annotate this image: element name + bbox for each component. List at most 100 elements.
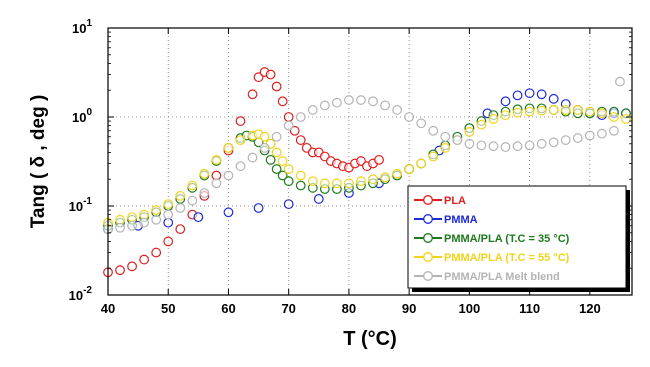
data-point: [615, 76, 625, 87]
data-point: [428, 151, 439, 162]
y-tick-base: 10: [72, 21, 86, 36]
data-point: [289, 125, 300, 136]
data-point: [380, 100, 390, 111]
data-point: [283, 176, 294, 187]
data-point: [548, 105, 559, 115]
data-point: [271, 147, 282, 158]
x-tick-label: 100: [459, 301, 481, 316]
data-point: [127, 261, 137, 272]
data-point: [536, 89, 547, 100]
data-point: [223, 207, 234, 218]
data-point: [404, 164, 415, 174]
data-point: [295, 170, 306, 181]
data-point: [307, 105, 318, 115]
data-point: [187, 195, 198, 206]
data-point: [596, 108, 607, 119]
series-group: [103, 67, 384, 278]
data-point: [277, 96, 288, 107]
x-tick-label: 90: [402, 301, 416, 316]
data-point: [163, 199, 174, 210]
legend-entry-label: PMMA/PLA (T.C = 55 °C): [444, 252, 570, 264]
data-point: [295, 135, 306, 146]
data-point: [500, 142, 511, 152]
data-point: [253, 203, 264, 213]
data-point: [277, 170, 288, 181]
data-point: [211, 154, 222, 165]
data-point: [368, 96, 378, 107]
y-tick-label: 101: [72, 18, 92, 36]
data-point: [271, 164, 282, 174]
data-point: [572, 105, 583, 115]
data-point: [331, 178, 342, 189]
data-point: [584, 106, 595, 117]
legend-box: [407, 185, 627, 289]
data-point: [440, 142, 451, 153]
data-point: [271, 81, 282, 92]
data-point: [380, 172, 390, 183]
data-point: [235, 116, 246, 126]
data-point: [488, 141, 499, 152]
data-point: [368, 174, 378, 185]
y-tick-exponent: 0: [86, 107, 92, 118]
y-tick-exponent: -2: [83, 285, 92, 296]
data-point: [374, 154, 384, 165]
data-point: [235, 135, 246, 146]
data-point: [344, 95, 354, 105]
data-point: [115, 214, 125, 225]
data-point: [187, 180, 198, 191]
data-point: [127, 212, 137, 223]
data-point: [584, 130, 595, 141]
legend-marker: [423, 195, 433, 205]
data-point: [524, 140, 535, 151]
data-point: [572, 133, 583, 143]
data-point: [151, 214, 162, 225]
data-point: [295, 112, 306, 122]
data-point: [331, 97, 342, 108]
x-axis-label: T (°C): [343, 328, 397, 350]
data-point: [307, 176, 318, 187]
legend-marker: [423, 252, 433, 262]
data-point: [283, 199, 294, 210]
legend-entry-label: PMMA/PLA Melt blend: [444, 271, 560, 283]
y-tick-exponent: -1: [83, 196, 92, 207]
data-point: [512, 141, 523, 152]
data-point: [247, 89, 258, 100]
data-point: [548, 137, 559, 148]
data-point: [560, 105, 571, 115]
data-point: [199, 188, 210, 198]
data-point: [211, 178, 222, 189]
data-point: [253, 72, 264, 83]
data-point: [560, 135, 571, 146]
x-tick-label: 70: [281, 301, 295, 316]
data-point: [193, 212, 204, 223]
legend-marker: [423, 214, 433, 224]
data-point: [452, 135, 463, 146]
data-point: [115, 222, 125, 233]
data-point: [500, 96, 511, 107]
data-point: [283, 164, 294, 174]
data-point: [356, 156, 366, 166]
data-point: [512, 90, 523, 101]
data-point: [139, 217, 150, 228]
data-point: [175, 190, 186, 201]
data-point: [464, 138, 475, 149]
data-point: [295, 180, 306, 191]
data-point: [428, 125, 439, 136]
y-tick-label: 10-2: [69, 285, 93, 303]
data-point: [271, 131, 282, 142]
data-point: [440, 131, 451, 142]
data-point: [247, 152, 258, 163]
data-point: [536, 138, 547, 149]
data-point: [319, 178, 330, 189]
y-tick-base: 10: [72, 110, 86, 125]
data-point: [223, 170, 234, 181]
series-layer: [103, 67, 631, 278]
legend-entry-label: PMMA: [444, 214, 478, 226]
data-point: [265, 69, 276, 80]
data-point: [344, 178, 354, 189]
data-point: [392, 105, 403, 115]
legend-entry-label: PLA: [444, 195, 466, 207]
data-point: [596, 128, 607, 139]
